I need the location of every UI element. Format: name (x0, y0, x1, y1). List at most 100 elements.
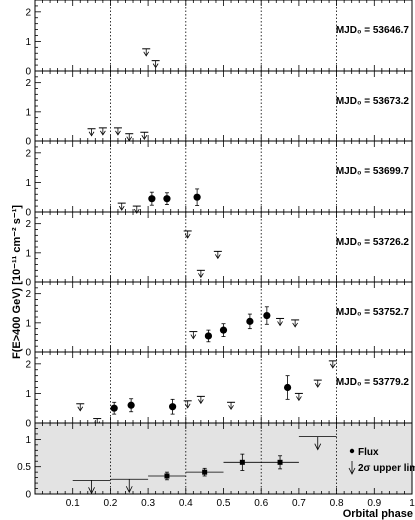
panel-background (35, 423, 412, 494)
flux-marker (263, 311, 271, 320)
binned-flux-point (261, 455, 299, 470)
flux-point (110, 401, 118, 415)
x-tick-label: 0.6 (254, 498, 268, 509)
upper-limit-marker (183, 230, 192, 239)
legend-flux-label: Flux (358, 447, 379, 458)
panel-group: 0 1 2 MJD₀ = 53646.7 0 1 2 MJD₀ = 53673.2 0 1 2 MJD… (17, 0, 415, 509)
upper-limit-arrow (88, 131, 95, 137)
panel-3: 0 1 2 MJD₀ = 53699.7 (25, 140, 413, 219)
upper-limit-arrow (152, 63, 159, 69)
upper-limit-marker (142, 48, 151, 57)
flux-point (163, 192, 171, 206)
legend: Flux 2σ upper limit (348, 447, 415, 475)
panel-mjd-label: MJD₀ = 53726.2 (336, 237, 410, 248)
upper-limit-arrow (115, 130, 121, 136)
upper-limit-marker (151, 60, 160, 69)
flux-point (263, 306, 271, 325)
upper-limit-marker (294, 392, 303, 402)
upper-limit-marker (132, 205, 141, 214)
legend-upper-limit-label: 2σ upper limit (358, 463, 415, 474)
binned-upper-limit-arrow (125, 486, 133, 494)
legend-flux-marker (349, 448, 355, 454)
panel-mjd-label: MJD₀ = 53752.7 (336, 307, 410, 318)
panel-2: 0 1 2 MJD₀ = 53673.2 (25, 70, 413, 148)
flux-marker (169, 403, 177, 411)
y-tick-label: 0 (25, 348, 31, 359)
flux-marker (283, 383, 292, 392)
flux-point (204, 329, 213, 343)
upper-limit-marker (125, 133, 134, 142)
upper-limit-arrow (118, 205, 125, 211)
y-tick-label: 1 (25, 389, 31, 400)
binned-upper-limit-arrow (88, 487, 95, 495)
flux-point (246, 313, 254, 330)
flux-marker (193, 193, 201, 201)
x-tick-label: 0.2 (103, 498, 117, 509)
y-tick-label: 1 (25, 248, 31, 259)
binned-flux-marker (202, 469, 208, 475)
y-tick-label: 2 (25, 289, 31, 300)
y-tick-label: 2 (25, 359, 31, 370)
flux-marker (246, 317, 254, 325)
binned-upper-limit (72, 479, 111, 495)
upper-limit-arrow (100, 130, 106, 136)
upper-limit-marker (196, 395, 205, 405)
binned-upper-limit (298, 436, 337, 451)
upper-limit-marker (140, 131, 149, 141)
y-tick-label: 0 (25, 490, 31, 501)
y-tick-label: 2 (25, 78, 31, 89)
y-tick-label: 0 (25, 419, 31, 430)
flux-point (148, 191, 156, 206)
y-tick-label: 2 (25, 219, 31, 230)
x-axis-label: Orbital phase (343, 508, 413, 520)
y-tick-label: 1 (25, 107, 31, 118)
binned-flux-marker (164, 473, 170, 479)
upper-limit-marker (276, 317, 285, 327)
upper-limit-arrow (190, 334, 197, 340)
binned-flux-marker (239, 459, 245, 465)
panel-7: 0 0.5 1 Flux 2σ upper limit (17, 422, 415, 501)
y-tick-label: 1 (25, 318, 31, 329)
upper-limit-arrow (314, 382, 321, 388)
upper-limit-arrow (184, 403, 191, 409)
upper-limit-marker (196, 269, 205, 279)
upper-limit-arrow (184, 233, 191, 239)
upper-limit-marker (117, 202, 126, 211)
binned-upper-limit-arrow (314, 443, 322, 451)
binned-upper-limit (110, 478, 149, 494)
upper-limit-arrow (77, 406, 84, 412)
x-tick-label: 0.4 (179, 498, 193, 509)
x-tick-label: 0.1 (66, 498, 80, 509)
flux-marker (148, 195, 156, 203)
y-tick-label: 1 (25, 178, 31, 189)
x-tick-label: 1 (409, 498, 415, 509)
upper-limit-arrow (198, 399, 204, 405)
panel-1: 0 1 2 MJD₀ = 53646.7 (25, 0, 413, 78)
panel-mjd-label: MJD₀ = 53646.7 (336, 25, 410, 36)
upper-limit-marker (328, 360, 337, 369)
x-tick-label: 0.5 (217, 498, 231, 509)
flux-marker (219, 326, 228, 334)
panel-mjd-label: MJD₀ = 53673.2 (336, 96, 410, 107)
y-tick-label: 0 (25, 278, 31, 289)
binned-flux-point (148, 471, 186, 481)
upper-limit-marker (183, 400, 192, 409)
upper-limit-marker (189, 331, 198, 340)
upper-limit-marker (213, 250, 222, 260)
upper-limit-marker (98, 127, 107, 136)
panel-5: 0 1 2 MJD₀ = 53752.7 (25, 281, 413, 359)
flux-point (219, 323, 228, 337)
x-tick-label: 0.3 (141, 498, 155, 509)
binned-flux-point (223, 453, 262, 471)
x-tick-label: 0.7 (292, 498, 306, 509)
panel-mjd-label: MJD₀ = 53699.7 (336, 166, 410, 177)
y-tick-label: 2 (25, 7, 31, 18)
binned-flux-point (185, 467, 224, 477)
flux-point (169, 398, 177, 415)
y-tick-label: 0 (25, 67, 31, 78)
upper-limit-marker (313, 379, 322, 388)
flux-marker (204, 332, 213, 340)
flux-marker (110, 404, 118, 412)
x-tick-label: 0.9 (367, 498, 381, 509)
y-tick-label: 0.5 (17, 462, 31, 473)
